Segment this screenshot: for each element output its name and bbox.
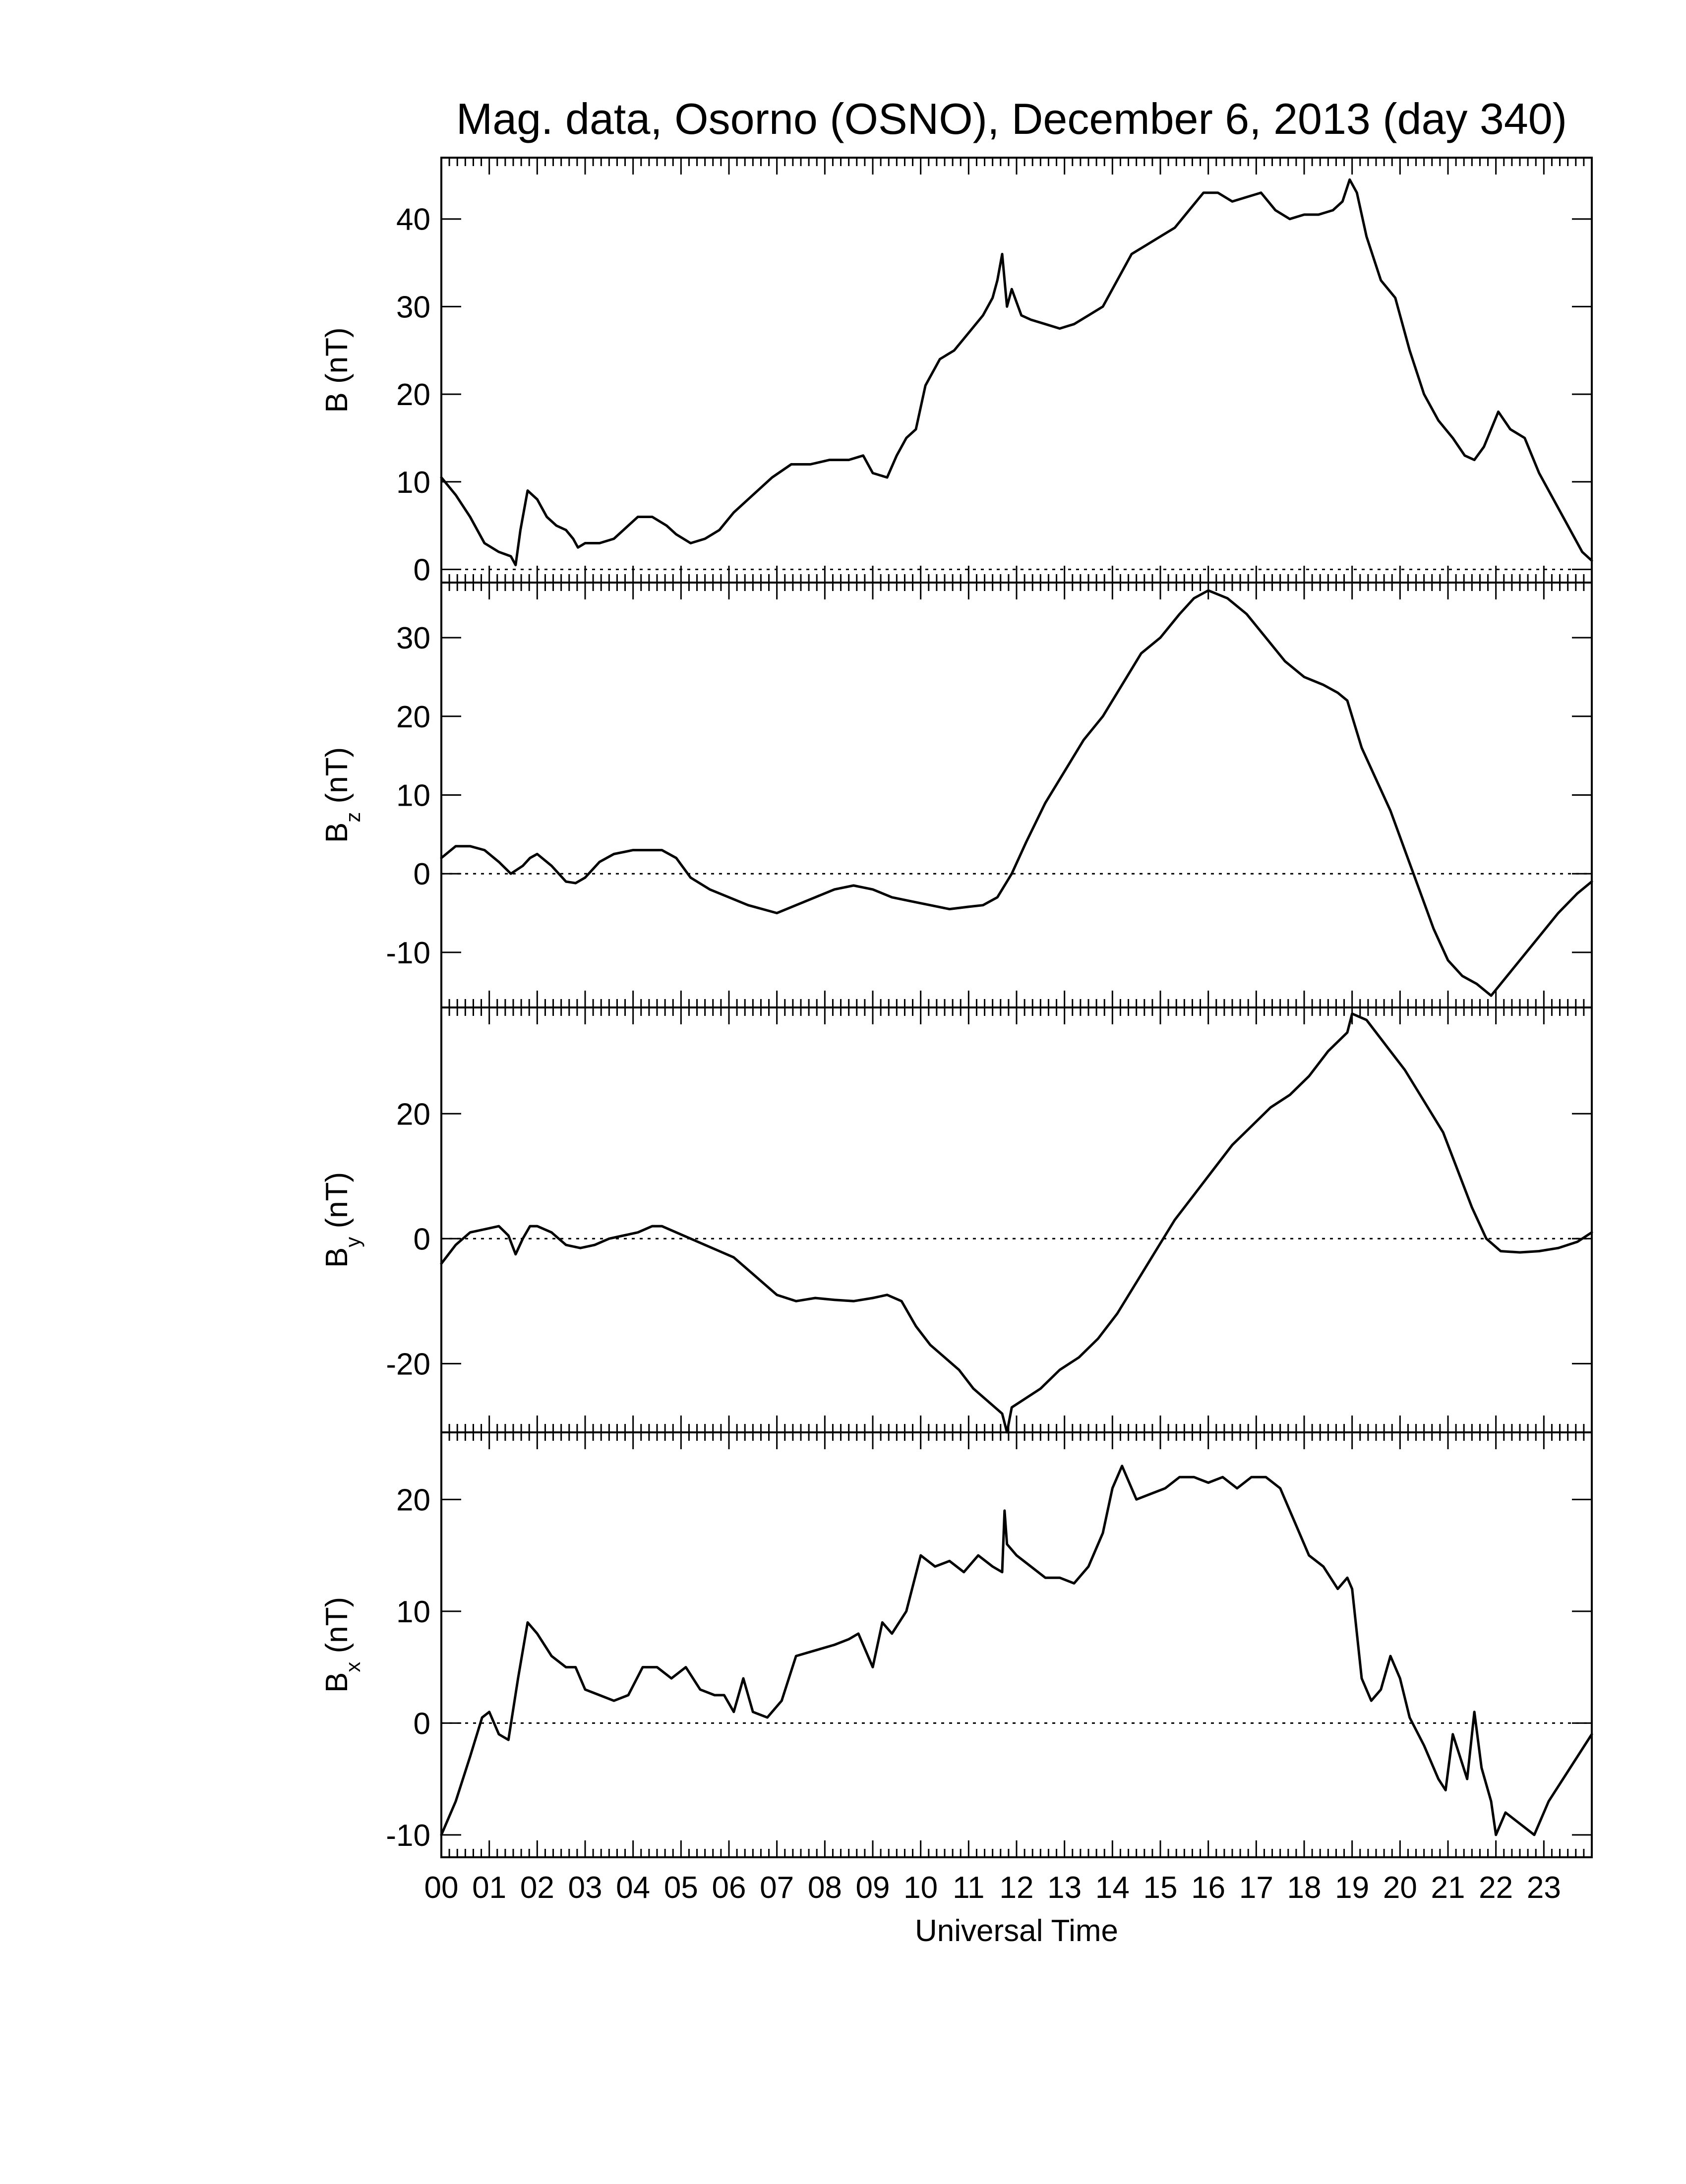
series-line-b — [440, 178, 1593, 567]
y-tick-label: -20 — [386, 1347, 430, 1381]
y-axis-label-main: B — [320, 1247, 354, 1268]
series-line-bx — [440, 1465, 1593, 1836]
y-tick-label: 30 — [396, 621, 430, 655]
x-tick-label: 03 — [568, 1871, 602, 1905]
panel-b: 0 10 20 30 40 B (nT) — [320, 157, 1593, 587]
y-tick-label: 20 — [396, 700, 430, 734]
x-tick-label: 14 — [1095, 1871, 1130, 1905]
panel-by: -20 0 20 By (nT) — [320, 1006, 1593, 1434]
y-tick-label: 10 — [396, 466, 430, 500]
x-tick-label: 21 — [1431, 1871, 1465, 1905]
y-tick-label: 10 — [396, 1595, 430, 1629]
x-tick-label: 23 — [1527, 1871, 1561, 1905]
y-axis-label: By (nT) — [320, 1172, 364, 1268]
y-tick-label: 0 — [414, 1222, 430, 1256]
x-tick-label: 00 — [424, 1871, 459, 1905]
x-axis-label: Universal Time — [915, 1914, 1118, 1948]
y-tick-label: 30 — [396, 290, 430, 324]
x-tick-label: 12 — [1000, 1871, 1034, 1905]
y-axis-label-subscript: y — [341, 1237, 364, 1247]
x-tick-label: 09 — [856, 1871, 890, 1905]
x-tick-label: 02 — [520, 1871, 554, 1905]
y-tick-label: 40 — [396, 203, 430, 237]
x-tick-label: 07 — [760, 1871, 794, 1905]
y-axis-label: Bx (nT) — [320, 1597, 364, 1693]
y-tick-label: 20 — [396, 378, 430, 412]
y-axis-label: B (nT) — [320, 327, 354, 413]
y-tick-label: 10 — [396, 779, 430, 813]
x-tick-label: 05 — [664, 1871, 698, 1905]
y-axis-label-unit: (nT) — [320, 1597, 354, 1662]
y-tick-label: 20 — [396, 1483, 430, 1517]
panel-bx: -10 0 10 20 Bx (nT) — [320, 1431, 1593, 1858]
x-tick-label: 15 — [1144, 1871, 1178, 1905]
y-tick-label: -10 — [386, 1819, 430, 1853]
y-axis-label-main: B — [320, 392, 354, 413]
x-tick-label: 13 — [1047, 1871, 1082, 1905]
y-tick-label: 20 — [396, 1097, 430, 1131]
x-axis: 00 01 02 03 04 05 06 07 08 09 10 11 12 13 14 15 16 17 18 19… — [424, 1871, 1561, 1905]
x-tick-label: 22 — [1479, 1871, 1513, 1905]
x-tick-label: 04 — [616, 1871, 650, 1905]
y-axis-label-main: B — [320, 1672, 354, 1693]
x-tick-label: 17 — [1239, 1871, 1273, 1905]
x-tick-label: 18 — [1287, 1871, 1322, 1905]
x-tick-label: 20 — [1383, 1871, 1417, 1905]
x-tick-label: 01 — [472, 1871, 506, 1905]
y-axis-label: Bz (nT) — [320, 747, 364, 843]
y-axis-label-unit: (nT) — [320, 327, 354, 392]
y-axis-label-subscript: x — [341, 1662, 364, 1672]
x-tick-label: 11 — [953, 1871, 984, 1905]
y-axis-label-main: B — [320, 823, 354, 843]
y-tick-label: 0 — [414, 553, 430, 587]
x-tick-label: 06 — [712, 1871, 746, 1905]
x-tick-label: 10 — [903, 1871, 938, 1905]
y-axis-label-subscript: z — [341, 812, 364, 823]
panel-bz: -10 0 10 20 30 Bz (nT) — [320, 582, 1593, 1008]
x-tick-label: 08 — [808, 1871, 842, 1905]
y-tick-label: 0 — [414, 1707, 430, 1741]
y-axis-label-unit: (nT) — [320, 1172, 354, 1237]
y-tick-label: 0 — [414, 857, 430, 891]
y-tick-label: -10 — [386, 936, 430, 970]
panels: 0 10 20 30 40 B (nT) -10 0 10 20 30 Bz (nT) -20 0 20 By… — [320, 157, 1593, 1858]
chart-title: Mag. data, Osorno (OSNO), December 6, 20… — [456, 94, 1567, 143]
series-line-bz — [440, 589, 1593, 997]
x-tick-label: 19 — [1335, 1871, 1369, 1905]
x-tick-label: 16 — [1191, 1871, 1225, 1905]
y-axis-label-unit: (nT) — [320, 747, 354, 812]
series-line-by — [440, 1012, 1593, 1434]
